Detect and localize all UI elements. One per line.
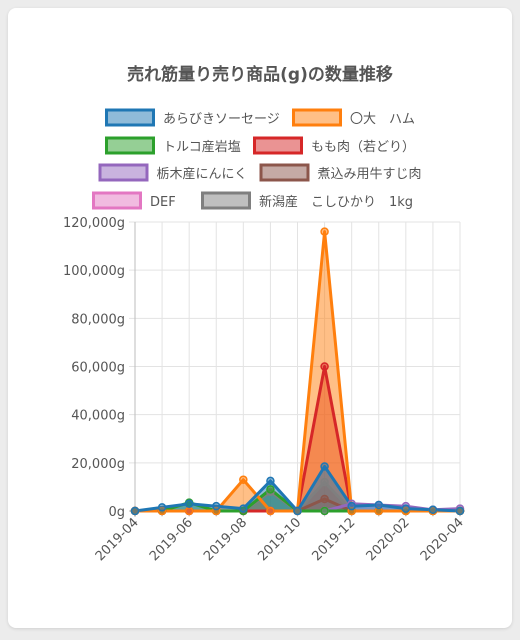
legend-swatch	[259, 163, 310, 182]
legend-swatch	[105, 136, 155, 155]
y-tick-label: 60,000g	[71, 361, 125, 376]
y-axis: 0g 20,000g 40,000g 60,000g 80,000g 100,000g 12…	[63, 216, 125, 520]
legend-swatch	[98, 163, 149, 182]
x-tick-label: 2019-12	[309, 515, 358, 564]
data-point[interactable]	[212, 501, 221, 511]
legend-swatch	[92, 191, 142, 210]
legend-item[interactable]: DEF	[92, 191, 176, 210]
y-tick-label: 0g	[108, 505, 125, 520]
data-point[interactable]	[266, 485, 275, 494]
data-point[interactable]	[293, 506, 302, 516]
y-tick-label: 120,000g	[63, 216, 125, 231]
data-point[interactable]	[320, 494, 329, 504]
legend-label: トルコ産岩塩	[163, 139, 241, 155]
data-point[interactable]	[239, 504, 248, 513]
data-point[interactable]	[320, 506, 329, 516]
y-tick-label: 80,000g	[71, 312, 125, 327]
grid	[129, 221, 461, 517]
y-tick-label: 40,000g	[71, 409, 125, 424]
legend-label: DEF	[150, 195, 176, 210]
series-points	[130, 227, 465, 516]
data-point[interactable]	[239, 475, 248, 484]
legend-item[interactable]: もも肉（若どり）	[253, 136, 416, 155]
data-point[interactable]	[455, 506, 465, 516]
x-tick-label: 2019-10	[255, 515, 304, 564]
x-tick-label: 2020-02	[364, 515, 413, 564]
data-point[interactable]	[157, 503, 167, 512]
y-tick-label: 100,000g	[63, 264, 125, 279]
data-point[interactable]	[130, 506, 140, 516]
data-point[interactable]	[320, 477, 329, 487]
data-point[interactable]	[266, 476, 275, 486]
legend-swatch	[105, 108, 155, 127]
legend-label: 煮込み用牛すじ肉	[318, 167, 422, 182]
data-point[interactable]	[320, 362, 329, 371]
data-point[interactable]	[184, 499, 194, 509]
legend-item[interactable]: 〇大 ハム	[292, 108, 416, 127]
legend-label: 新潟産 こしひかり 1kg	[259, 194, 413, 210]
legend-label: 〇大 ハム	[350, 112, 415, 127]
legend-swatch	[253, 136, 303, 155]
x-tick-label: 2019-04	[93, 515, 142, 564]
x-tick-label: 2019-06	[147, 515, 196, 564]
legend-item[interactable]: トルコ産岩塩	[105, 136, 241, 155]
legend-swatch	[292, 108, 342, 127]
data-point[interactable]	[347, 501, 356, 511]
data-point[interactable]	[428, 505, 438, 515]
data-point[interactable]	[184, 506, 194, 516]
chart-title: 売れ筋量り売り商品(g)の数量推移	[127, 64, 393, 85]
data-point[interactable]	[374, 500, 383, 510]
x-axis: 2019-04 2019-06 2019-08 2019-10 2019-12 2020-…	[93, 515, 467, 564]
legend-label: もも肉（若どり）	[311, 139, 415, 155]
data-point[interactable]	[320, 462, 329, 471]
legend-label: あらびきソーセージ	[163, 112, 280, 127]
legend-item[interactable]: あらびきソーセージ	[105, 108, 280, 127]
data-point[interactable]	[320, 227, 329, 236]
legend-label: 栃木産にんにく	[157, 166, 248, 182]
y-tick-label: 20,000g	[71, 457, 125, 472]
legend-item[interactable]: 新潟産 こしひかり 1kg	[201, 191, 414, 210]
data-point[interactable]	[266, 506, 275, 516]
x-tick-label: 2019-08	[201, 515, 250, 564]
x-tick-label: 2020-04	[418, 515, 467, 564]
legend-item[interactable]: 煮込み用牛すじ肉	[259, 163, 422, 182]
legend-item[interactable]: 栃木産にんにく	[98, 163, 248, 182]
data-point[interactable]	[401, 504, 411, 513]
legend-swatch	[201, 191, 251, 210]
